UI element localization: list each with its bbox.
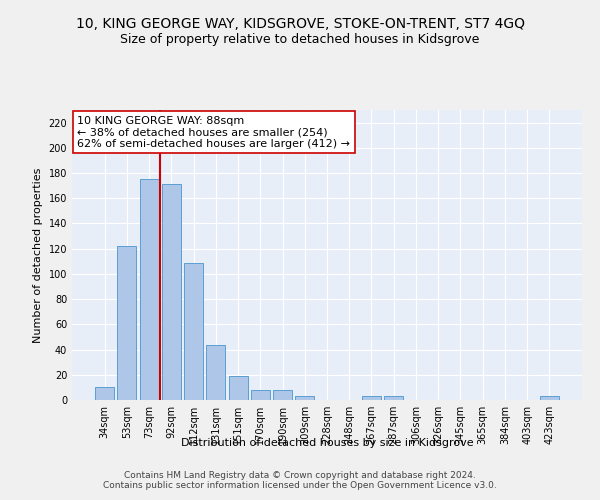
Text: Distribution of detached houses by size in Kidsgrove: Distribution of detached houses by size … bbox=[181, 438, 473, 448]
Bar bbox=[251, 390, 270, 400]
Text: Size of property relative to detached houses in Kidsgrove: Size of property relative to detached ho… bbox=[121, 32, 479, 46]
Bar bbox=[206, 344, 225, 400]
Text: Contains HM Land Registry data © Crown copyright and database right 2024.
Contai: Contains HM Land Registry data © Crown c… bbox=[103, 470, 497, 490]
Bar bbox=[362, 396, 381, 400]
Bar bbox=[295, 396, 314, 400]
Bar bbox=[273, 390, 292, 400]
Bar bbox=[184, 262, 203, 400]
Y-axis label: Number of detached properties: Number of detached properties bbox=[33, 168, 43, 342]
Bar bbox=[540, 396, 559, 400]
Text: 10 KING GEORGE WAY: 88sqm
← 38% of detached houses are smaller (254)
62% of semi: 10 KING GEORGE WAY: 88sqm ← 38% of detac… bbox=[77, 116, 350, 149]
Bar bbox=[162, 184, 181, 400]
Bar bbox=[95, 388, 114, 400]
Text: 10, KING GEORGE WAY, KIDSGROVE, STOKE-ON-TRENT, ST7 4GQ: 10, KING GEORGE WAY, KIDSGROVE, STOKE-ON… bbox=[76, 18, 524, 32]
Bar bbox=[229, 376, 248, 400]
Bar bbox=[118, 246, 136, 400]
Bar bbox=[384, 396, 403, 400]
Bar bbox=[140, 180, 158, 400]
